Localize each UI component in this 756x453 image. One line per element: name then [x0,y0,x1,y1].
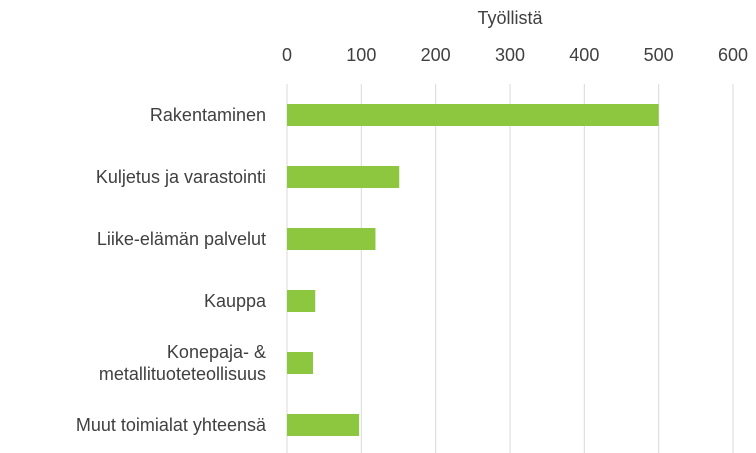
x-tick-label: 0 [282,45,292,65]
bar [287,104,659,126]
y-tick-label: Muut toimialat yhteensä [75,415,266,435]
x-tick-label: 200 [421,45,451,65]
y-tick-label: Liike-elämän palvelut [96,229,266,249]
bar [287,228,376,250]
y-tick-label: Kuljetus ja varastointi [95,167,266,187]
bar [287,352,314,374]
y-tick-label: Rakentaminen [149,105,266,125]
x-tick-label: 600 [718,45,748,65]
bar [287,166,400,188]
x-tick-label: 300 [495,45,525,65]
bar [287,414,360,436]
x-tick-label: 100 [346,45,376,65]
x-tick-label: 400 [569,45,599,65]
bar [287,290,316,312]
y-tick-label: Kauppa [203,291,266,311]
axis-title: Työllistä [477,8,543,28]
x-tick-label: 500 [644,45,674,65]
y-tick-label: Konepaja- & metallituoteteollisuus [98,342,266,384]
